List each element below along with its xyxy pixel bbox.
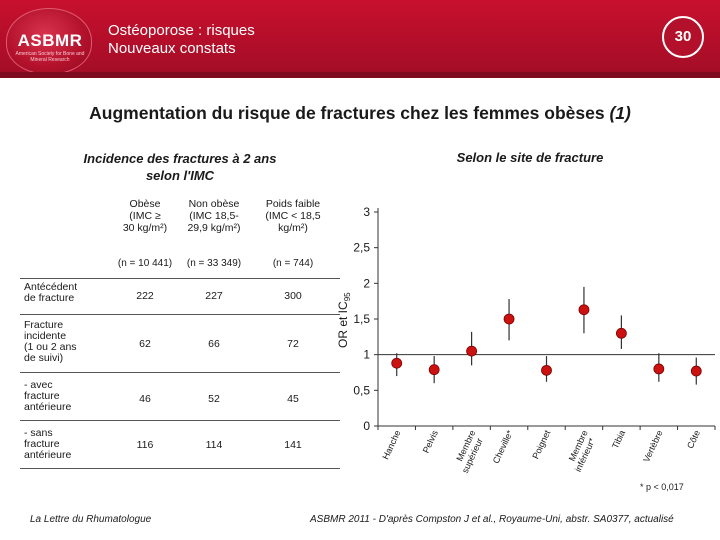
chart-y-tick-label: 2: [363, 276, 370, 290]
main-title-text: Augmentation du risque de fractures chez…: [89, 103, 605, 123]
table-cell: 300: [284, 290, 302, 302]
chart-point: [391, 357, 403, 369]
table-row-label: Antécédent de fracture: [24, 282, 77, 304]
chart-point: [503, 313, 515, 325]
col-header-obese: Obèse (IMC ≥ 30 kg/m²): [108, 198, 182, 234]
col-n-obese: (n = 10 441): [117, 258, 173, 269]
col-header-line: (IMC 18,5-: [189, 210, 239, 222]
row-label-line: fracture: [24, 390, 60, 402]
header-title-line1: Ostéoporose : risques: [108, 22, 255, 39]
chart-x-tick-label: Vertèbre: [641, 429, 664, 464]
table-divider: [20, 372, 340, 373]
header-title: Ostéoporose : risques Nouveaux constats: [108, 22, 255, 58]
main-title: Augmentation du risque de fractures chez…: [0, 103, 720, 124]
significance-note: * p < 0,017: [640, 482, 684, 492]
chart-x-tick-label: Tibia: [610, 429, 627, 451]
table-cell: 62: [139, 338, 151, 350]
table-cell: 227: [205, 290, 223, 302]
fracture-site-chart: OR et IC95 0 0,5 1 1,5 2 2,5 3 Hanche Pelvis Memb…: [330, 190, 720, 480]
chart-y-tick-label: 1,5: [353, 312, 370, 326]
col-header-low-weight: Poids faible (IMC < 18,5 kg/m²): [254, 198, 332, 234]
chart-svg: 0 0,5 1 1,5 2 2,5 3 Hanche Pelvis Membresupérieur…: [353, 205, 716, 475]
chart-y-tick-label: 1: [363, 348, 370, 362]
chart-point: [466, 345, 478, 357]
row-label-line: Fracture: [24, 319, 64, 331]
chart-y-tick-label: 3: [363, 205, 370, 219]
table-row-label: Fracture incidente (1 ou 2 ans de suivi): [24, 320, 77, 364]
chart-point: [690, 365, 702, 377]
left-subtitle-line2: selon l'IMC: [145, 168, 215, 183]
chart-y-tick-label: 0: [363, 419, 370, 433]
row-label-line: de suivi): [24, 352, 64, 364]
slide-number-badge: 30: [662, 16, 704, 58]
chart-x-tick-label: Côte: [685, 429, 702, 450]
col-header-line: (IMC ≥: [129, 210, 161, 222]
table-row-label: - avec fracture antérieure: [24, 380, 71, 413]
col-n-non-obese: (n = 33 349): [186, 258, 242, 269]
chart-point: [428, 364, 440, 376]
col-header-line: Non obèse: [188, 198, 240, 210]
table-divider: [20, 278, 340, 279]
row-label-line: - avec: [24, 379, 53, 391]
table-divider: [20, 468, 340, 469]
col-header-line: Poids faible: [265, 198, 321, 210]
row-label-line: antérieure: [24, 449, 72, 461]
table-cell: 46: [139, 393, 151, 405]
row-label-line: fracture: [24, 438, 60, 450]
row-label-line: incidente: [24, 330, 67, 342]
chart-y-tick-label: 0,5: [353, 383, 370, 397]
header-title-line2: Nouveaux constats: [108, 40, 236, 57]
left-subtitle: Incidence des fractures à 2 ans selon l'…: [60, 150, 300, 184]
right-subtitle: Selon le site de fracture: [456, 150, 604, 165]
chart-x-tick-label: Membresupérieur: [451, 429, 487, 475]
table-cell: 72: [287, 338, 299, 350]
col-header-line: kg/m²): [278, 222, 308, 234]
col-header-line: 30 kg/m²): [122, 222, 168, 234]
col-n-low-weight: (n = 744): [272, 258, 314, 269]
header-band: ASBMR American Society for Bone and Mine…: [0, 0, 720, 78]
logo-text: ASBMR: [17, 31, 83, 50]
footer-source-left: La Lettre du Rhumatologue: [30, 514, 152, 525]
row-label-line: (1 ou 2 ans: [24, 341, 77, 353]
chart-point: [541, 364, 552, 376]
table-cell: 66: [208, 338, 220, 350]
row-label-line: antérieure: [24, 401, 72, 413]
asbmr-logo: ASBMR American Society for Bone and Mine…: [6, 8, 92, 74]
chart-x-tick-label: Membreinférieur*: [564, 429, 599, 474]
left-subtitle-line1: Incidence des fractures à 2 ans: [83, 151, 277, 166]
chart-x-tick-label: Cheville*: [491, 428, 515, 465]
row-label-line: Antécédent: [24, 281, 78, 293]
chart-x-tick-label: Hanche: [380, 429, 402, 461]
col-header-line: (IMC < 18,5: [265, 210, 321, 222]
main-title-ref: (1): [609, 103, 631, 123]
table-cell: 45: [287, 393, 299, 405]
table-cell: 52: [208, 393, 220, 405]
table-cell: 114: [205, 439, 223, 451]
chart-x-tick-label: Pelvis: [421, 428, 440, 454]
footer-source-right: ASBMR 2011 - D'après Compston J et al., …: [310, 514, 674, 525]
table-cell: 222: [136, 290, 154, 302]
col-header-line: 29,9 kg/m²): [187, 222, 241, 234]
col-header-non-obese: Non obèse (IMC 18,5- 29,9 kg/m²): [176, 198, 252, 234]
table-divider: [20, 420, 340, 421]
table-cell: 141: [284, 439, 302, 451]
row-label-line: de fracture: [24, 292, 75, 304]
logo-subtext: American Society for Bone and Mineral Re…: [15, 51, 85, 63]
chart-point: [578, 304, 590, 316]
table-row-label: - sans fracture antérieure: [24, 428, 71, 461]
col-header-line: Obèse: [129, 198, 161, 210]
chart-x-tick-label: Poignet: [530, 428, 552, 460]
row-label-line: - sans: [24, 427, 53, 439]
chart-point: [615, 327, 627, 339]
chart-y-tick-label: 2,5: [353, 241, 370, 255]
table-cell: 116: [136, 439, 154, 451]
chart-point: [653, 363, 665, 375]
table-divider: [20, 314, 340, 315]
